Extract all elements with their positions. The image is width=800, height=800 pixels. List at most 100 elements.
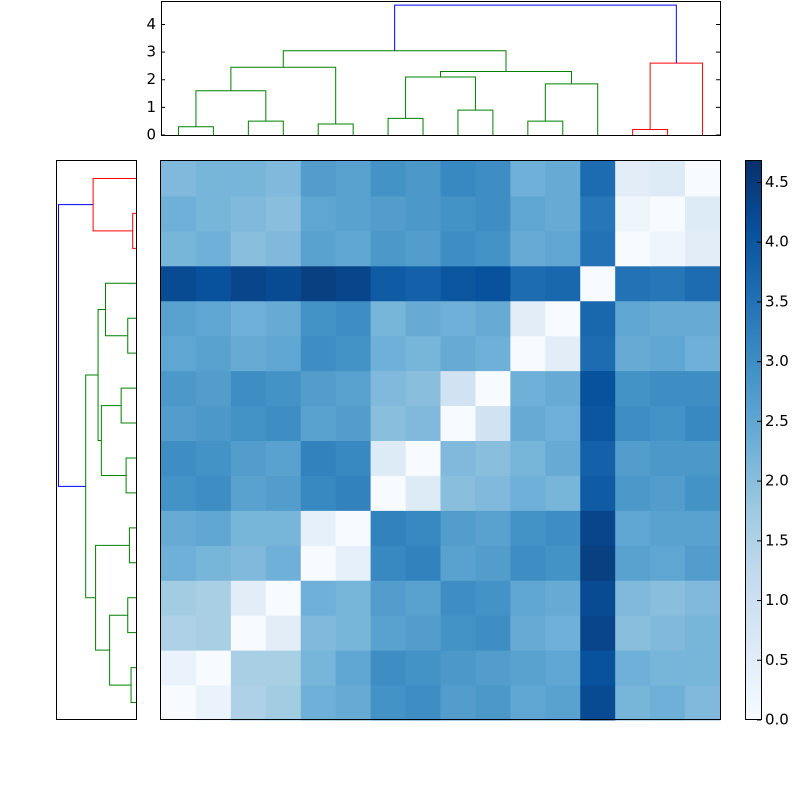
heatmap-cell xyxy=(335,300,372,337)
heatmap-cell xyxy=(615,440,651,476)
dendrogram-link xyxy=(632,128,669,135)
heatmap-cell xyxy=(650,615,686,651)
heatmap-cell xyxy=(335,161,372,197)
left-axes-frame xyxy=(56,160,137,720)
y-tick-label: 3 xyxy=(146,43,156,61)
heatmap-cell xyxy=(580,370,616,407)
dendrogram-link xyxy=(120,387,136,424)
heatmap-cell xyxy=(230,615,267,651)
heatmap-cell xyxy=(475,440,511,476)
dendrogram-link xyxy=(92,177,136,232)
heatmap-cell xyxy=(370,615,407,651)
heatmap-cell xyxy=(685,405,721,441)
dendrogram-link xyxy=(95,544,130,651)
heatmap-cell xyxy=(510,335,546,372)
heatmap-cell xyxy=(265,161,302,197)
heatmap-cell xyxy=(685,335,721,372)
heatmap-cell xyxy=(195,405,232,441)
heatmap-cell xyxy=(161,195,197,232)
heatmap-cell xyxy=(265,580,302,616)
heatmap-cell xyxy=(335,685,372,721)
heatmap-cell xyxy=(615,230,651,267)
heatmap-cell xyxy=(335,265,372,302)
heatmap-cell xyxy=(335,510,372,546)
heatmap-cell xyxy=(580,440,616,476)
heatmap-cell xyxy=(545,300,581,337)
heatmap-cell xyxy=(265,370,302,407)
heatmap-cell xyxy=(580,300,616,337)
colorbar-tick-label: 1.0 xyxy=(765,591,789,609)
heatmap-cell xyxy=(580,335,616,372)
heatmap-cell xyxy=(370,405,407,441)
top-axes-frame xyxy=(161,1,721,136)
dendrogram-link xyxy=(177,126,214,135)
heatmap-cell xyxy=(265,335,302,372)
heatmap-cell xyxy=(195,335,232,372)
heatmap-cell xyxy=(545,580,581,616)
heatmap-cell xyxy=(440,475,476,511)
heatmap-cell xyxy=(650,370,686,407)
heatmap-cell xyxy=(405,580,441,616)
heatmap-cell xyxy=(440,685,476,721)
heatmap-cell xyxy=(230,545,267,581)
heatmap-cell xyxy=(685,370,721,407)
dendrogram-link xyxy=(104,282,136,337)
heatmap-cell xyxy=(265,230,302,267)
heatmap-cell xyxy=(545,545,581,581)
heatmap-cell xyxy=(440,300,476,337)
heatmap-cell xyxy=(475,230,511,267)
heatmap-cell xyxy=(300,440,337,476)
colorbar-tick-label: 2.0 xyxy=(765,472,789,490)
heatmap-cell xyxy=(475,615,511,651)
heatmap-cell xyxy=(300,475,337,511)
heatmap-cell xyxy=(335,195,372,232)
heatmap-cell xyxy=(370,510,407,546)
heatmap-cell xyxy=(161,161,197,197)
heatmap-cell xyxy=(685,265,721,302)
heatmap-cell xyxy=(370,265,407,302)
heatmap-cell xyxy=(650,650,686,686)
y-tick-label: 1 xyxy=(146,98,156,116)
heatmap-cell xyxy=(580,230,616,267)
heatmap-cell xyxy=(161,615,197,651)
heatmap-cell xyxy=(615,161,651,197)
heatmap-cell xyxy=(300,545,337,581)
heatmap-cell xyxy=(650,440,686,476)
heatmap-cell xyxy=(440,650,476,686)
heatmap-cell xyxy=(370,685,407,721)
heatmap-cell xyxy=(510,161,546,197)
heatmap-cell xyxy=(580,545,616,581)
heatmap-cell xyxy=(510,300,546,337)
heatmap-cell xyxy=(300,685,337,721)
colorbar-tick-label: 2.5 xyxy=(765,412,789,430)
heatmap-cell xyxy=(335,405,372,441)
colorbar-tick-label: 3.5 xyxy=(765,292,789,310)
heatmap-cell xyxy=(650,510,686,546)
heatmap-cell xyxy=(685,230,721,267)
heatmap-cell xyxy=(370,230,407,267)
colorbar-tick-label: 3.0 xyxy=(765,352,789,370)
heatmap-cell xyxy=(615,475,651,511)
heatmap-cell xyxy=(405,545,441,581)
heatmap-cell xyxy=(510,510,546,546)
heatmap-cell xyxy=(195,580,232,616)
heatmap-cell xyxy=(195,615,232,651)
heatmap-cell xyxy=(161,545,197,581)
heatmap-cell xyxy=(580,195,616,232)
heatmap-cell xyxy=(650,195,686,232)
dendrogram-link xyxy=(127,597,136,634)
colorbar-tick-label: 0.5 xyxy=(765,651,789,669)
heatmap-cell xyxy=(161,685,197,721)
heatmap-cell xyxy=(230,405,267,441)
heatmap-cell xyxy=(475,335,511,372)
heatmap-cell xyxy=(265,405,302,441)
heatmap-cell xyxy=(405,650,441,686)
heatmap-cell xyxy=(300,195,337,232)
heatmap-cell xyxy=(615,300,651,337)
dendrogram-link xyxy=(457,109,494,135)
heatmap-cell xyxy=(300,405,337,441)
heatmap-cell xyxy=(510,440,546,476)
heatmap-cell xyxy=(475,161,511,197)
heatmap-cell xyxy=(510,475,546,511)
